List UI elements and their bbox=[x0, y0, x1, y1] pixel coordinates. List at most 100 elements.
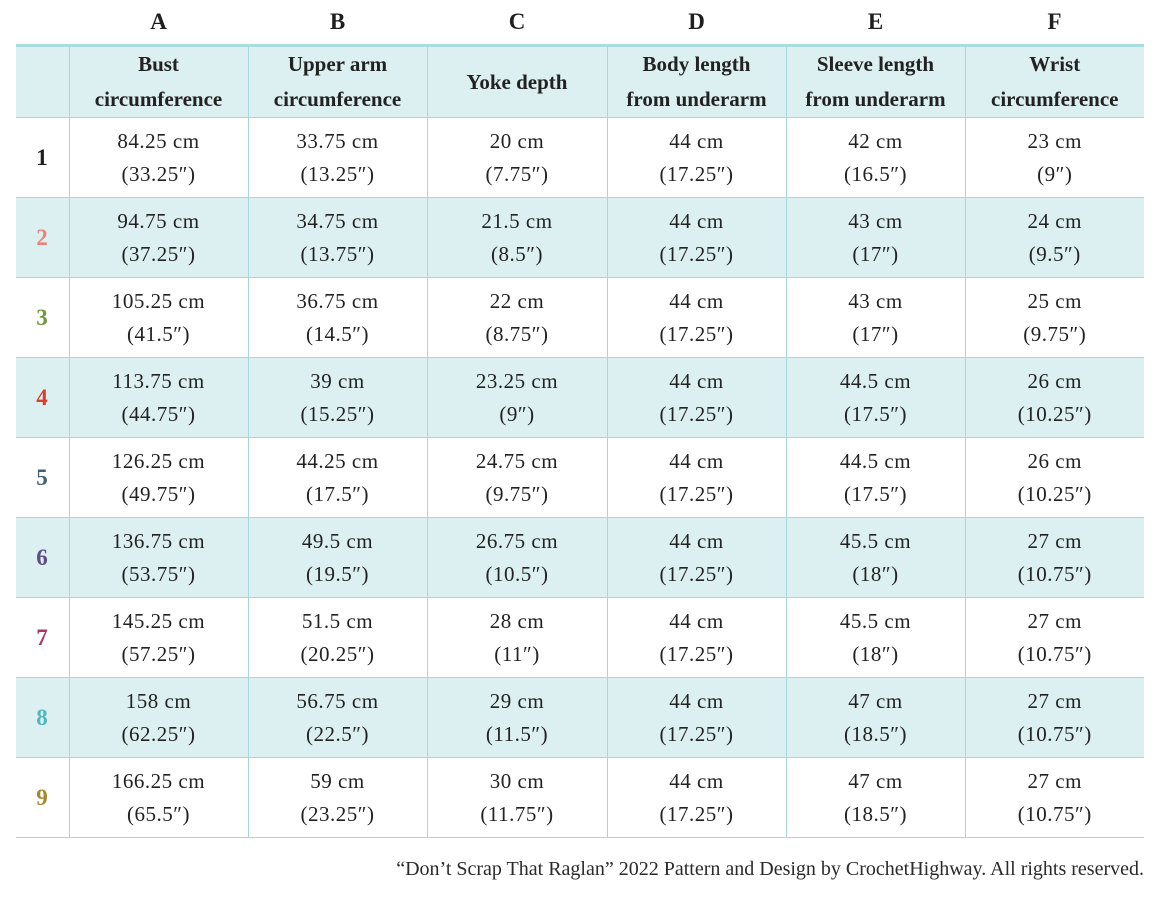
column-letter: F bbox=[965, 0, 1144, 47]
measurement-inches: (37.25″) bbox=[121, 241, 196, 266]
measurement-cell: 158 cm (62.25″) bbox=[68, 677, 249, 758]
measurement-inches: (17.25″) bbox=[659, 641, 734, 666]
measurement-inches: (10.25″) bbox=[1017, 401, 1092, 426]
size-number-cell: 6 bbox=[16, 517, 70, 598]
measurement-cm: 27 cm bbox=[1027, 688, 1082, 713]
size-number-cell: 3 bbox=[16, 277, 70, 358]
measurement-cm: 47 cm bbox=[848, 688, 903, 713]
measurement-inches: (11.5″) bbox=[485, 721, 549, 746]
measurement-cm: 44 cm bbox=[669, 608, 724, 633]
measurement-cell: 26 cm (10.25″) bbox=[964, 357, 1144, 438]
measurement-cell: 27 cm (10.75″) bbox=[964, 517, 1144, 598]
measurement-inches: (17.25″) bbox=[659, 161, 734, 186]
measurement-cell: 59 cm (23.25″) bbox=[247, 757, 428, 838]
measurement-cm: 136.75 cm bbox=[111, 528, 206, 553]
size-number: 3 bbox=[36, 304, 49, 330]
column-letter: D bbox=[607, 0, 786, 47]
measurement-inches: (44.75″) bbox=[121, 401, 196, 426]
measurement-cm: 39 cm bbox=[310, 368, 365, 393]
header-line: Body length bbox=[642, 52, 751, 76]
measurement-cell: 26 cm (10.25″) bbox=[964, 437, 1144, 518]
measurement-cm: 28 cm bbox=[489, 608, 545, 633]
measurement-inches: (17.25″) bbox=[659, 561, 734, 586]
column-letter-row: A B C D E F bbox=[16, 0, 1144, 47]
size-number: 8 bbox=[36, 704, 49, 730]
size-row: 7 145.25 cm (57.25″) 51.5 cm (20.25″) 28 cm (1… bbox=[16, 597, 1144, 678]
measurement-cm: 27 cm bbox=[1027, 768, 1082, 793]
measurement-cell: 25 cm (9.75″) bbox=[964, 277, 1144, 358]
measurement-cm: 26.75 cm bbox=[475, 528, 559, 553]
copyright-footer: “Don’t Scrap That Raglan” 2022 Pattern a… bbox=[396, 858, 1144, 880]
measurement-inches: (17″) bbox=[852, 241, 899, 266]
measurement-cm: 34.75 cm bbox=[296, 208, 379, 233]
measurement-cell: 23.25 cm (9″) bbox=[426, 357, 608, 438]
header-line: from underarm bbox=[805, 87, 946, 111]
measurement-cm: 44 cm bbox=[669, 208, 724, 233]
measurement-cm: 24 cm bbox=[1027, 208, 1082, 233]
measurement-inches: (53.75″) bbox=[121, 561, 196, 586]
measurement-cell: 36.75 cm (14.5″) bbox=[247, 277, 428, 358]
column-letter: B bbox=[248, 0, 427, 47]
measurement-cm: 113.75 cm bbox=[112, 368, 205, 393]
measurement-inches: (10.25″) bbox=[1017, 481, 1092, 506]
measurement-cm: 47 cm bbox=[848, 768, 903, 793]
measurement-cell: 27 cm (10.75″) bbox=[964, 757, 1144, 838]
measurement-cell: 113.75 cm (44.75″) bbox=[68, 357, 249, 438]
column-header-row: Bust circumference Upper arm circumferen… bbox=[16, 45, 1144, 118]
measurement-inches: (17.25″) bbox=[659, 321, 734, 346]
measurement-inches: (49.75″) bbox=[121, 481, 196, 506]
measurement-inches: (33.25″) bbox=[121, 161, 196, 186]
measurement-inches: (17.25″) bbox=[659, 241, 734, 266]
measurement-cell: 51.5 cm (20.25″) bbox=[247, 597, 428, 678]
measurement-cm: 84.25 cm bbox=[117, 128, 200, 153]
measurement-cell: 47 cm (18.5″) bbox=[785, 757, 966, 838]
measurement-cm: 44 cm bbox=[669, 128, 724, 153]
measurement-inches: (8.5″) bbox=[491, 241, 543, 266]
measurement-cm: 24.75 cm bbox=[475, 448, 559, 473]
header-corner-cell bbox=[16, 45, 70, 118]
measurement-cell: 23 cm (9″) bbox=[964, 117, 1144, 198]
header-bust-circumference: Bust circumference bbox=[68, 45, 249, 118]
size-table: A B C D E F Bust circumference Upper arm… bbox=[16, 0, 1144, 838]
header-upper-arm-circumference: Upper arm circumference bbox=[247, 45, 428, 118]
measurement-cm: 44.5 cm bbox=[839, 448, 912, 473]
measurement-cm: 166.25 cm bbox=[111, 768, 206, 793]
measurement-cell: 33.75 cm (13.25″) bbox=[247, 117, 428, 198]
measurement-inches: (14.5″) bbox=[306, 321, 369, 346]
size-number: 4 bbox=[36, 384, 49, 410]
measurement-inches: (19.5″) bbox=[306, 561, 369, 586]
measurement-inches: (17.25″) bbox=[659, 481, 734, 506]
measurement-cell: 44 cm (17.25″) bbox=[606, 437, 787, 518]
measurement-inches: (15.25″) bbox=[300, 401, 375, 426]
measurement-cm: 27 cm bbox=[1027, 608, 1082, 633]
measurement-cm: 158 cm bbox=[125, 688, 192, 713]
measurement-cell: 45.5 cm (18″) bbox=[785, 597, 966, 678]
measurement-cm: 94.75 cm bbox=[117, 208, 200, 233]
size-number-cell: 7 bbox=[16, 597, 70, 678]
measurement-cell: 47 cm (18.5″) bbox=[785, 677, 966, 758]
size-row: 6 136.75 cm (53.75″) 49.5 cm (19.5″) 26.75 cm… bbox=[16, 517, 1144, 598]
measurement-cm: 44 cm bbox=[669, 288, 724, 313]
measurement-cm: 22 cm bbox=[489, 288, 545, 313]
measurement-cm: 126.25 cm bbox=[111, 448, 206, 473]
header-line: circumference bbox=[991, 87, 1119, 111]
header-line: circumference bbox=[273, 87, 402, 111]
measurement-inches: (23.25″) bbox=[300, 801, 375, 826]
measurement-inches: (9″) bbox=[499, 401, 535, 426]
size-number-cell: 8 bbox=[16, 677, 70, 758]
measurement-cell: 84.25 cm (33.25″) bbox=[68, 117, 249, 198]
measurement-cell: 29 cm (11.5″) bbox=[426, 677, 608, 758]
measurement-cm: 23.25 cm bbox=[475, 368, 559, 393]
measurement-cell: 44 cm (17.25″) bbox=[606, 517, 787, 598]
measurement-inches: (13.75″) bbox=[300, 241, 375, 266]
measurement-cell: 44.5 cm (17.5″) bbox=[785, 437, 966, 518]
measurement-cm: 33.75 cm bbox=[296, 128, 379, 153]
measurement-inches: (17.25″) bbox=[659, 801, 734, 826]
size-number: 6 bbox=[36, 544, 49, 570]
measurement-cell: 44 cm (17.25″) bbox=[606, 197, 787, 278]
measurement-inches: (10.5″) bbox=[485, 561, 549, 586]
measurement-cell: 145.25 cm (57.25″) bbox=[68, 597, 249, 678]
header-line: from underarm bbox=[626, 87, 767, 111]
measurement-cm: 44 cm bbox=[669, 368, 724, 393]
measurement-inches: (17.25″) bbox=[659, 401, 734, 426]
